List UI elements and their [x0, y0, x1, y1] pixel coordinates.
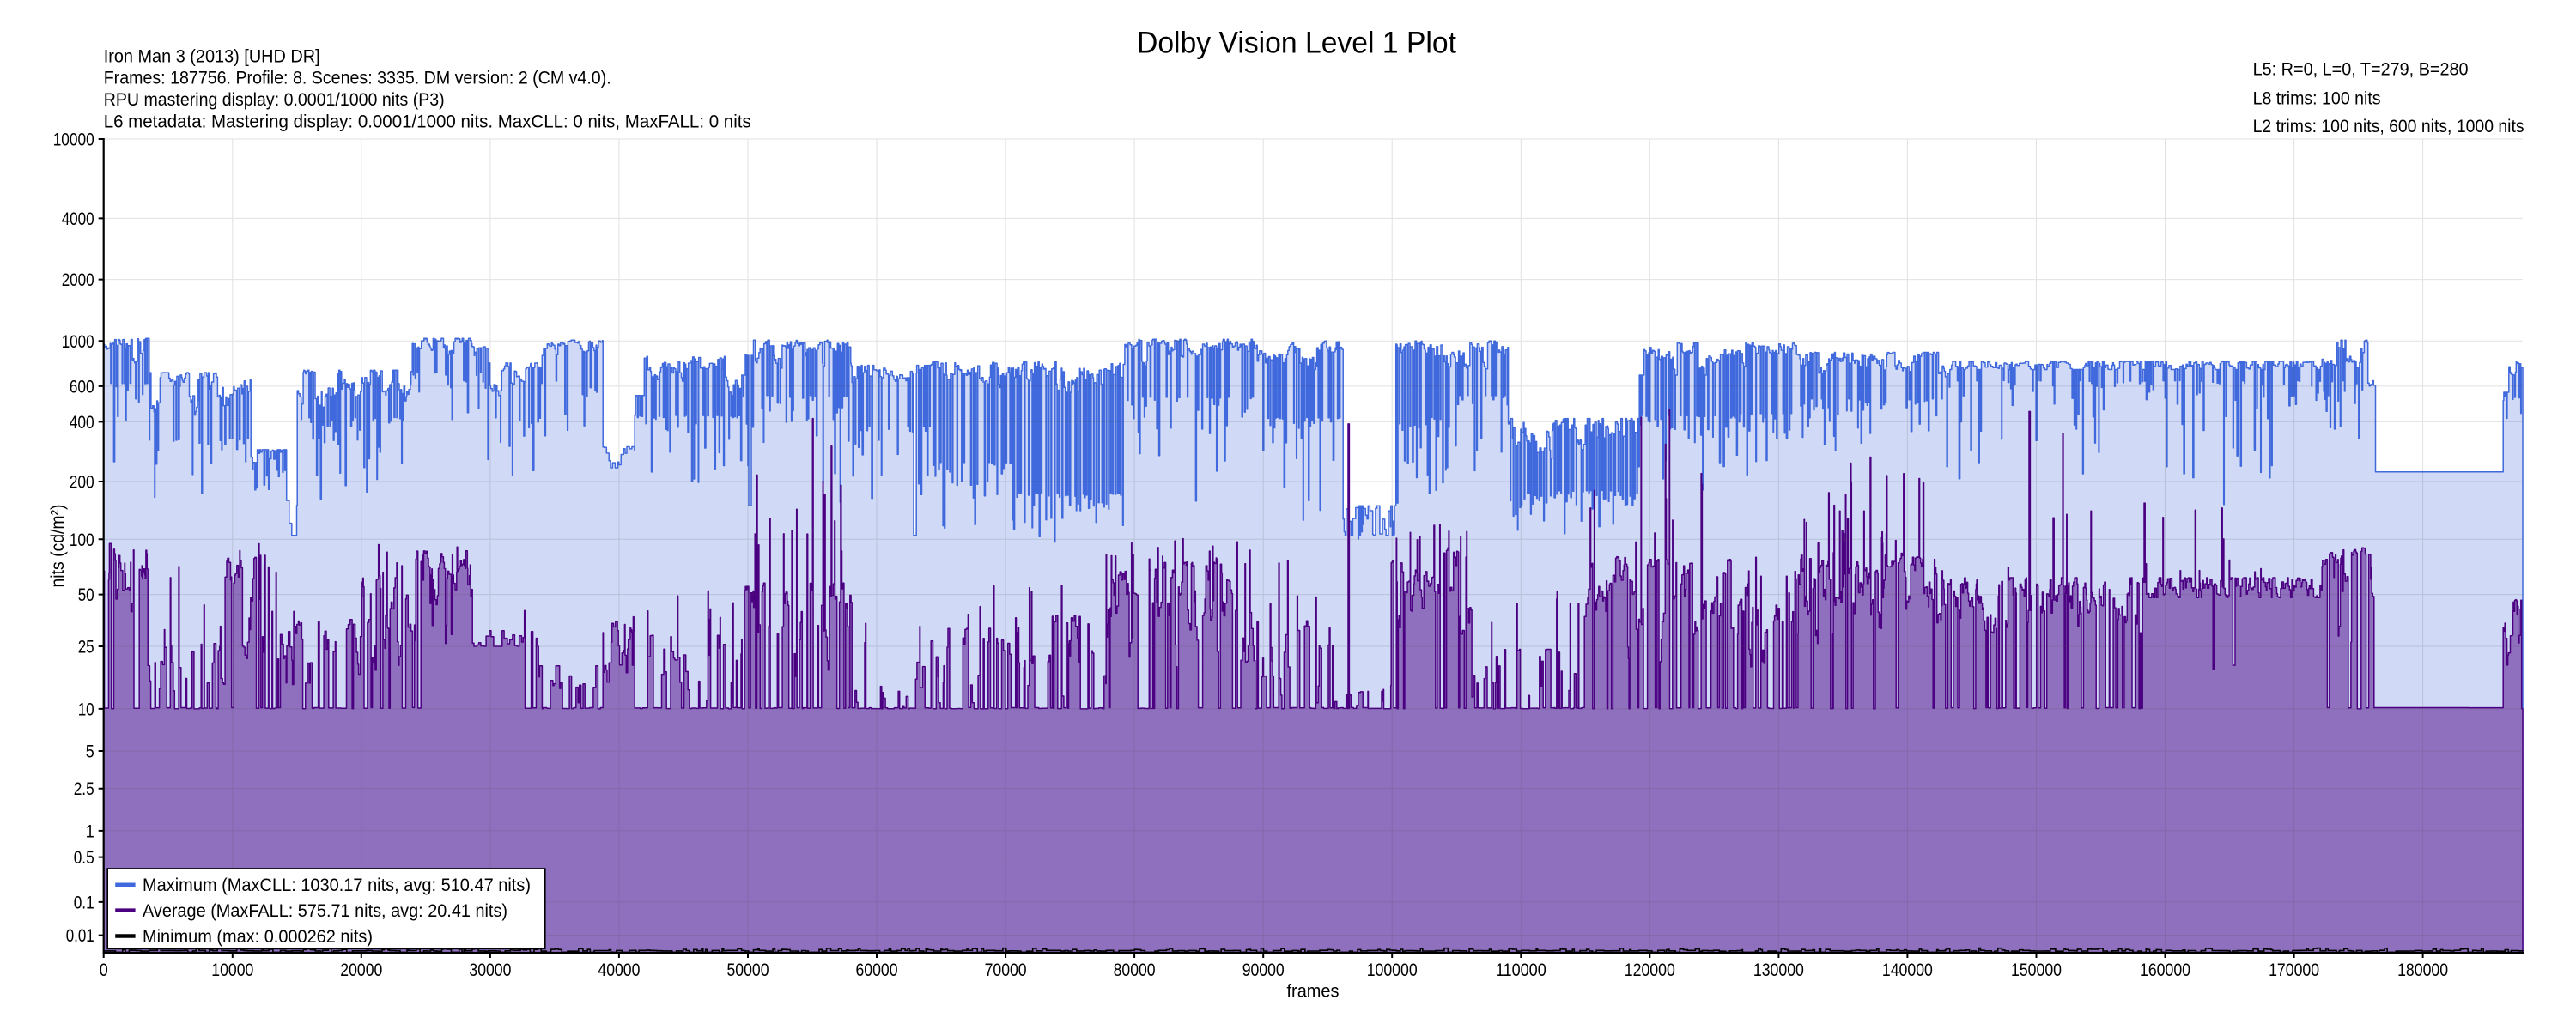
svg-text:10000: 10000 [53, 130, 94, 150]
svg-text:0.1: 0.1 [74, 892, 94, 912]
svg-text:25: 25 [78, 637, 94, 657]
svg-text:60000: 60000 [856, 960, 898, 980]
svg-text:2000: 2000 [62, 270, 94, 290]
svg-text:Frames: 187756. Profile: 8. Sc: Frames: 187756. Profile: 8. Scenes: 3335… [104, 68, 611, 88]
svg-text:nits (cd/m²): nits (cd/m²) [47, 505, 68, 588]
svg-text:40000: 40000 [598, 960, 640, 980]
svg-text:L8 trims: 100 nits: L8 trims: 100 nits [2253, 88, 2381, 109]
svg-text:2.5: 2.5 [74, 779, 94, 799]
svg-text:100: 100 [70, 530, 94, 550]
svg-text:600: 600 [70, 376, 94, 397]
svg-text:Dolby Vision Level 1 Plot: Dolby Vision Level 1 Plot [1137, 27, 1456, 60]
svg-text:frames: frames [1287, 981, 1340, 1002]
svg-text:Maximum (MaxCLL: 1030.17 nits,: Maximum (MaxCLL: 1030.17 nits, avg: 510.… [143, 875, 531, 895]
svg-text:4000: 4000 [62, 209, 94, 229]
svg-text:1: 1 [86, 821, 94, 841]
svg-text:Iron Man 3 (2013) [UHD DR]: Iron Man 3 (2013) [UHD DR] [104, 46, 320, 67]
svg-text:140000: 140000 [1882, 960, 1933, 980]
svg-text:70000: 70000 [985, 960, 1027, 980]
svg-text:L2 trims: 100 nits, 600 nits,: L2 trims: 100 nits, 600 nits, 1000 nits [2253, 116, 2524, 136]
svg-text:0.01: 0.01 [66, 925, 94, 946]
svg-text:170000: 170000 [2269, 960, 2319, 980]
svg-text:130000: 130000 [1753, 960, 1804, 980]
svg-text:100000: 100000 [1367, 960, 1418, 980]
svg-text:200: 200 [70, 472, 94, 493]
svg-text:1000: 1000 [62, 331, 94, 352]
svg-text:L5: R=0, L=0, T=279, B=280: L5: R=0, L=0, T=279, B=280 [2253, 59, 2469, 80]
svg-text:20000: 20000 [340, 960, 382, 980]
svg-text:Average (MaxFALL: 575.71 nits,: Average (MaxFALL: 575.71 nits, avg: 20.4… [143, 900, 507, 921]
svg-text:RPU mastering display: 0.0001/: RPU mastering display: 0.0001/1000 nits … [104, 89, 445, 110]
svg-text:0.5: 0.5 [74, 847, 94, 868]
svg-text:5: 5 [86, 742, 94, 762]
svg-text:Minimum (max: 0.000262 nits): Minimum (max: 0.000262 nits) [143, 926, 373, 947]
svg-text:180000: 180000 [2397, 960, 2448, 980]
svg-text:L6 metadata: Mastering display: L6 metadata: Mastering display: 0.0001/1… [104, 112, 751, 132]
svg-text:30000: 30000 [469, 960, 511, 980]
svg-text:0: 0 [100, 960, 108, 980]
svg-text:10000: 10000 [211, 960, 253, 980]
svg-text:50: 50 [78, 585, 94, 605]
svg-text:160000: 160000 [2140, 960, 2190, 980]
svg-text:400: 400 [70, 412, 94, 433]
svg-text:90000: 90000 [1242, 960, 1285, 980]
svg-text:150000: 150000 [2011, 960, 2062, 980]
svg-text:80000: 80000 [1114, 960, 1156, 980]
svg-text:50000: 50000 [727, 960, 769, 980]
svg-text:120000: 120000 [1625, 960, 1675, 980]
svg-text:10: 10 [78, 699, 94, 719]
svg-text:110000: 110000 [1496, 960, 1546, 980]
